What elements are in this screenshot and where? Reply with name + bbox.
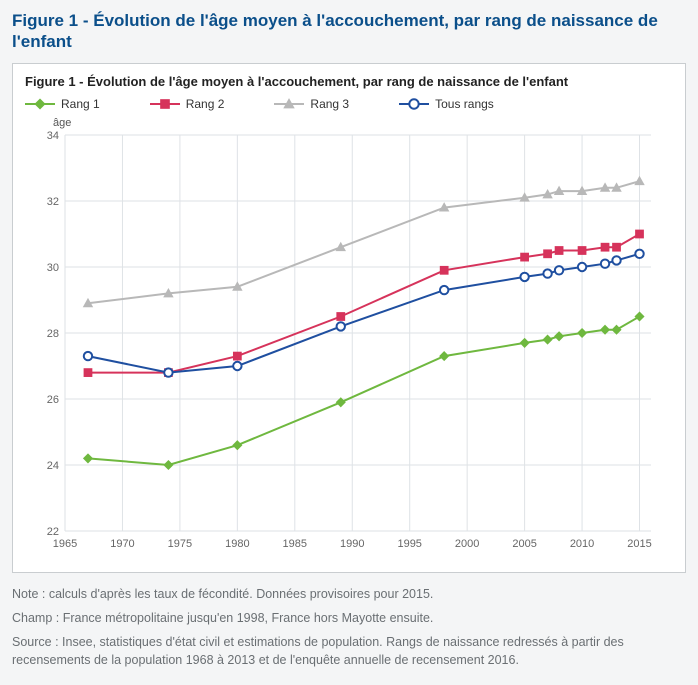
footnotes: Note : calculs d'après les taux de fécon…: [12, 585, 686, 670]
svg-text:1975: 1975: [168, 538, 192, 550]
legend-item: Tous rangs: [399, 97, 494, 111]
svg-text:22: 22: [47, 526, 59, 538]
svg-text:24: 24: [47, 460, 59, 472]
note-text: Note : calculs d'après les taux de fécon…: [12, 585, 686, 603]
svg-text:2000: 2000: [455, 538, 479, 550]
y-axis-label: âge: [53, 117, 673, 129]
svg-text:1980: 1980: [225, 538, 249, 550]
svg-text:2005: 2005: [512, 538, 536, 550]
svg-text:32: 32: [47, 196, 59, 208]
legend-label: Rang 1: [61, 97, 100, 111]
legend-label: Rang 3: [310, 97, 349, 111]
svg-text:30: 30: [47, 262, 59, 274]
legend-item: Rang 1: [25, 97, 100, 111]
legend-label: Rang 2: [186, 97, 225, 111]
svg-text:2010: 2010: [570, 538, 594, 550]
figure-title: Figure 1 - Évolution de l'âge moyen à l'…: [12, 10, 686, 53]
svg-text:1985: 1985: [283, 538, 307, 550]
legend-item: Rang 2: [150, 97, 225, 111]
svg-text:26: 26: [47, 394, 59, 406]
legend-item: Rang 3: [274, 97, 349, 111]
chart-inner-title: Figure 1 - Évolution de l'âge moyen à l'…: [25, 74, 673, 89]
svg-text:2015: 2015: [627, 538, 651, 550]
svg-text:28: 28: [47, 328, 59, 340]
champ-text: Champ : France métropolitaine jusqu'en 1…: [12, 609, 686, 627]
svg-text:1970: 1970: [110, 538, 134, 550]
svg-text:1990: 1990: [340, 538, 364, 550]
svg-text:1995: 1995: [397, 538, 421, 550]
svg-text:34: 34: [47, 130, 59, 142]
legend-label: Tous rangs: [435, 97, 494, 111]
source-text: Source : Insee, statistiques d'état civi…: [12, 633, 686, 669]
legend: Rang 1 Rang 2 Rang 3 Tous rangs: [25, 97, 673, 111]
svg-text:1965: 1965: [53, 538, 77, 550]
chart-container: Figure 1 - Évolution de l'âge moyen à l'…: [12, 63, 686, 573]
line-chart: 22 24 26 28 30 32 34 1965 1970 1975 1980 1985 1990 19…: [25, 129, 665, 559]
